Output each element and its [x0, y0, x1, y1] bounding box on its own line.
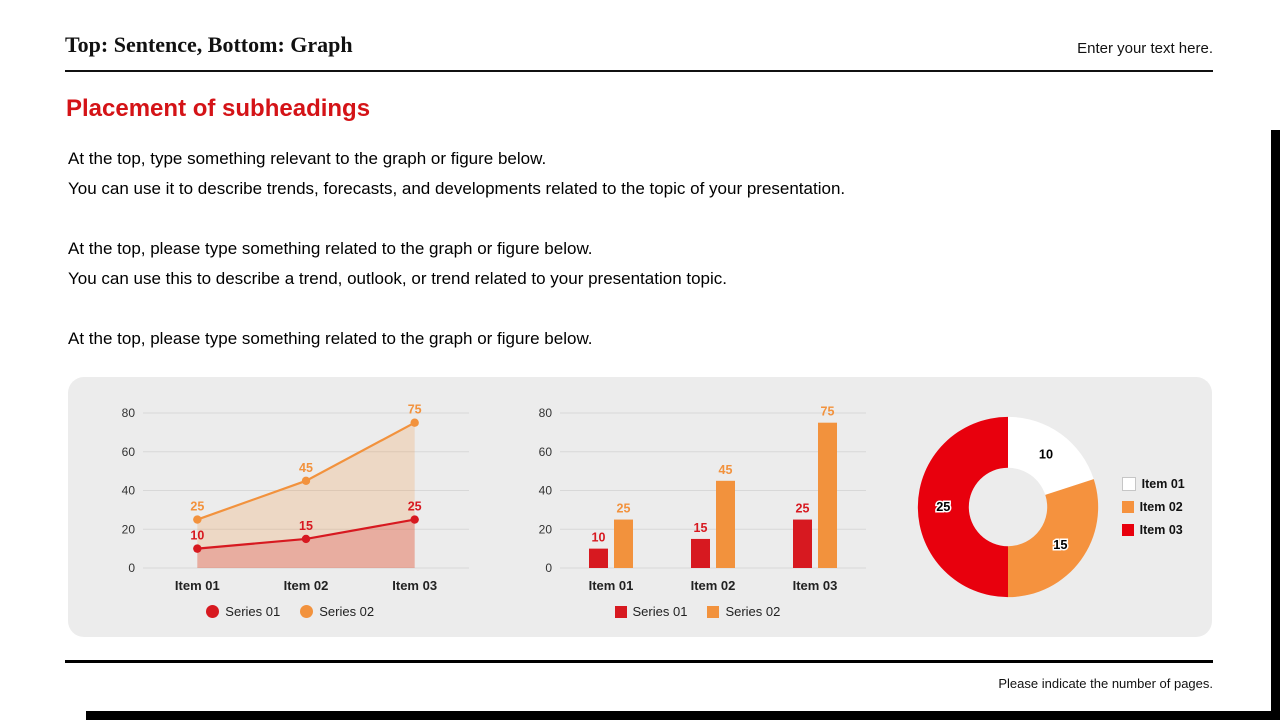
legend-label: Item 03 — [1139, 523, 1183, 537]
paragraph-2: At the top, please type something relate… — [68, 234, 845, 294]
svg-text:45: 45 — [299, 461, 313, 475]
legend-item: Series 01 — [206, 604, 280, 619]
svg-text:60: 60 — [539, 445, 553, 459]
svg-text:10: 10 — [592, 531, 606, 545]
donut-chart-svg: 10 15 25 — [917, 416, 1098, 598]
svg-text:Item 02: Item 02 — [691, 578, 736, 593]
slide-title: Top: Sentence, Bottom: Graph — [65, 32, 353, 57]
legend-label: Series 02 — [725, 604, 781, 619]
svg-text:Item 01: Item 01 — [589, 578, 634, 593]
svg-text:0: 0 — [129, 561, 136, 575]
footer-divider — [65, 660, 1213, 663]
legend-swatch — [300, 605, 314, 618]
svg-text:Item 03: Item 03 — [793, 578, 838, 593]
screen-edge-right — [1271, 130, 1280, 720]
legend-swatch — [206, 605, 220, 618]
line-chart-svg: 0 20 40 60 80 Item 01 Item 02 Item 03 25 45 75 10 15… — [122, 403, 470, 593]
legend-swatch — [614, 605, 627, 618]
svg-text:80: 80 — [539, 406, 553, 420]
legend-item: Series 01 — [614, 604, 688, 619]
svg-text:10: 10 — [191, 529, 205, 543]
svg-text:25: 25 — [936, 499, 950, 514]
bar-chart: 0 20 40 60 80 Item 01 Item 02 Item 03 10 25 15 45 25… — [512, 395, 882, 619]
svg-text:25: 25 — [408, 500, 422, 514]
paragraph-2-line-1: At the top, please type something relate… — [68, 239, 593, 258]
svg-text:25: 25 — [191, 500, 205, 514]
svg-text:Item 03: Item 03 — [392, 578, 437, 593]
legend-swatch — [1121, 477, 1136, 491]
legend-item: Item 01 — [1121, 477, 1185, 491]
svg-text:80: 80 — [122, 406, 136, 420]
legend-label: Item 02 — [1139, 500, 1183, 514]
legend-item: Series 02 — [300, 604, 374, 619]
donut-chart-legend: Item 01 Item 02 Item 03 — [1121, 477, 1185, 537]
legend-label: Series 01 — [225, 604, 281, 619]
legend-swatch — [1121, 524, 1134, 536]
footer-placeholder[interactable]: Please indicate the number of pages. — [998, 676, 1213, 691]
header-text-placeholder[interactable]: Enter your text here. — [1077, 40, 1213, 57]
svg-text:25: 25 — [796, 502, 810, 516]
body-text-block: At the top, type something relevant to t… — [68, 144, 845, 354]
paragraph-2-line-2: You can use this to describe a trend, ou… — [68, 269, 727, 288]
svg-text:15: 15 — [299, 519, 313, 533]
svg-text:75: 75 — [821, 405, 835, 419]
svg-text:75: 75 — [408, 403, 422, 417]
paragraph-1-line-2: You can use it to describe trends, forec… — [68, 179, 846, 198]
subheading: Placement of subheadings — [66, 95, 371, 122]
svg-text:Item 02: Item 02 — [284, 578, 329, 593]
svg-text:Item 01: Item 01 — [175, 578, 220, 593]
line-chart-legend: Series 01 Series 02 — [206, 604, 374, 619]
bar-chart-svg: 0 20 40 60 80 Item 01 Item 02 Item 03 10 25 15 45 25… — [539, 405, 867, 593]
svg-text:20: 20 — [122, 522, 136, 536]
legend-label: Series 01 — [632, 604, 688, 619]
donut-chart: 10 15 25 Item 01 Item 02 Item 03 — [910, 409, 1185, 605]
legend-item: Series 02 — [707, 604, 780, 619]
svg-text:40: 40 — [539, 484, 553, 498]
screen-edge-bottom — [86, 711, 1280, 720]
legend-item: Item 03 — [1121, 523, 1185, 537]
paragraph-3: At the top, please type something relate… — [68, 324, 845, 354]
legend-label: Item 01 — [1141, 477, 1185, 491]
svg-text:15: 15 — [694, 521, 708, 535]
paragraph-1-line-1: At the top, type something relevant to t… — [68, 149, 547, 168]
paragraph-3-line-1: At the top, please type something relate… — [68, 329, 593, 348]
svg-text:25: 25 — [617, 502, 631, 516]
svg-text:60: 60 — [122, 445, 136, 459]
legend-swatch — [707, 605, 720, 618]
svg-text:0: 0 — [546, 561, 553, 575]
svg-text:40: 40 — [122, 484, 136, 498]
bar-chart-legend: Series 01 Series 02 — [614, 604, 780, 619]
line-chart: 0 20 40 60 80 Item 01 Item 02 Item 03 25 45 75 10 15… — [95, 395, 485, 619]
chart-panel: 0 20 40 60 80 Item 01 Item 02 Item 03 25 45 75 10 15… — [68, 377, 1212, 637]
svg-text:10: 10 — [1039, 447, 1053, 462]
paragraph-1: At the top, type something relevant to t… — [68, 144, 845, 204]
legend-item: Item 02 — [1121, 500, 1185, 514]
svg-text:15: 15 — [1053, 537, 1067, 552]
legend-label: Series 02 — [319, 604, 375, 619]
svg-text:45: 45 — [719, 463, 733, 477]
legend-swatch — [1121, 501, 1134, 513]
svg-text:20: 20 — [539, 522, 553, 536]
header-divider — [65, 70, 1213, 72]
